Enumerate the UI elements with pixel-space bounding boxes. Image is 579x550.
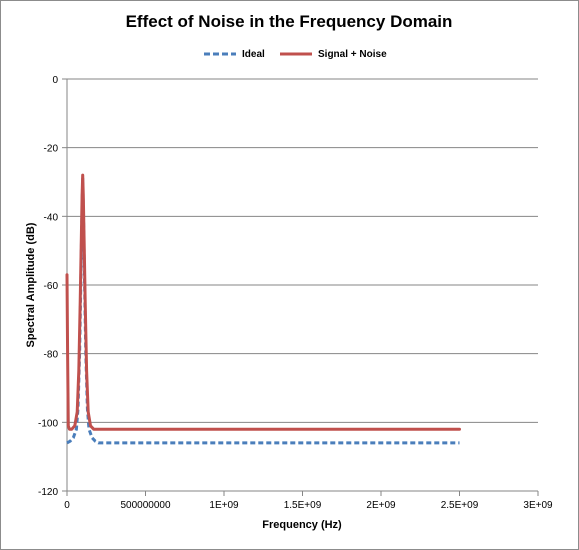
y-tick-label: -40 bbox=[44, 212, 59, 223]
y-axis-ticks: 0 -20 -40 -60 -80 -100 -120 bbox=[38, 75, 67, 498]
legend-label-ideal: Ideal bbox=[242, 49, 265, 60]
legend: Ideal Signal + Noise bbox=[204, 49, 387, 60]
y-tick-label: -80 bbox=[44, 350, 59, 361]
y-tick-label: -120 bbox=[38, 487, 58, 498]
y-tick-label: -20 bbox=[44, 144, 59, 155]
x-axis-ticks: 0 500000000 1E+09 1.5E+09 2E+09 2.5E+09 3E+09 bbox=[64, 491, 553, 511]
y-tick-label: 0 bbox=[52, 75, 58, 86]
x-tick-label: 1.5E+09 bbox=[284, 500, 322, 511]
series-lines bbox=[65, 173, 461, 445]
legend-label-signal-noise: Signal + Noise bbox=[318, 49, 387, 60]
chart-title: Effect of Noise in the Frequency Domain bbox=[126, 12, 453, 31]
x-tick-label: 3E+09 bbox=[523, 500, 553, 511]
x-tick-label: 1E+09 bbox=[209, 500, 239, 511]
y-tick-label: -100 bbox=[38, 418, 58, 429]
x-tick-label: 0 bbox=[64, 500, 70, 511]
x-axis-label: Frequency (Hz) bbox=[262, 519, 342, 531]
x-tick-label: 2.5E+09 bbox=[441, 500, 479, 511]
series-line-signal-noise bbox=[65, 173, 461, 431]
y-tick-label: -60 bbox=[44, 281, 59, 292]
x-tick-label: 2E+09 bbox=[366, 500, 396, 511]
x-tick-label: 500000000 bbox=[120, 500, 170, 511]
series-line-ideal bbox=[66, 177, 460, 445]
grid bbox=[67, 78, 538, 423]
y-axis-label: Spectral Amplitude (dB) bbox=[25, 222, 37, 347]
